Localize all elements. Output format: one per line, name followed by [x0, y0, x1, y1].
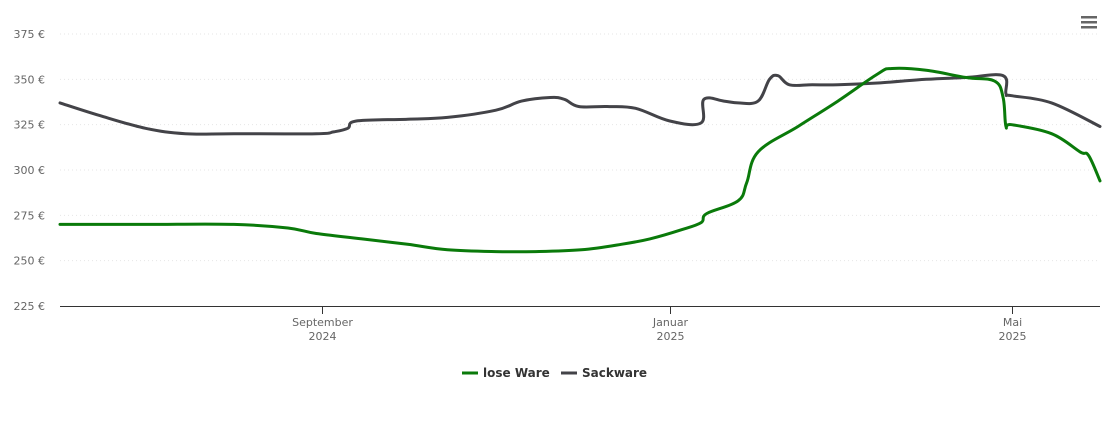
- y-tick-label: 275 €: [14, 209, 46, 222]
- legend-item-lose-ware[interactable]: lose Ware: [462, 366, 550, 380]
- x-tick-label-year: 2024: [309, 330, 337, 343]
- x-tick-label-year: 2025: [657, 330, 685, 343]
- y-tick-label: 300 €: [14, 164, 46, 177]
- legend-label: Sackware: [582, 366, 647, 380]
- legend[interactable]: lose Ware Sackware: [462, 366, 647, 380]
- series-group: [58, 66, 1102, 254]
- x-tick-label-month: September: [292, 316, 353, 329]
- y-axis-labels: 225 € 250 € 275 € 300 € 325 € 350 € 375 €: [14, 28, 46, 313]
- y-tick-label: 325 €: [14, 119, 46, 132]
- chart-menu-button[interactable]: [1080, 14, 1098, 30]
- x-tick-label-month: Januar: [652, 316, 689, 329]
- grid-lines: [60, 33, 1100, 262]
- series-line-sackware[interactable]: [58, 73, 1102, 136]
- series-line-lose-ware[interactable]: [58, 66, 1102, 254]
- y-tick-label: 250 €: [14, 255, 46, 268]
- legend-item-sackware[interactable]: Sackware: [561, 366, 647, 380]
- y-tick-label: 375 €: [14, 28, 46, 41]
- x-tick-label-year: 2025: [999, 330, 1027, 343]
- y-tick-label: 350 €: [14, 73, 46, 86]
- hamburger-menu-icon: [1081, 16, 1097, 29]
- y-tick-label: 225 €: [14, 300, 46, 313]
- legend-label: lose Ware: [483, 366, 550, 380]
- x-tick-label-month: Mai: [1003, 316, 1022, 329]
